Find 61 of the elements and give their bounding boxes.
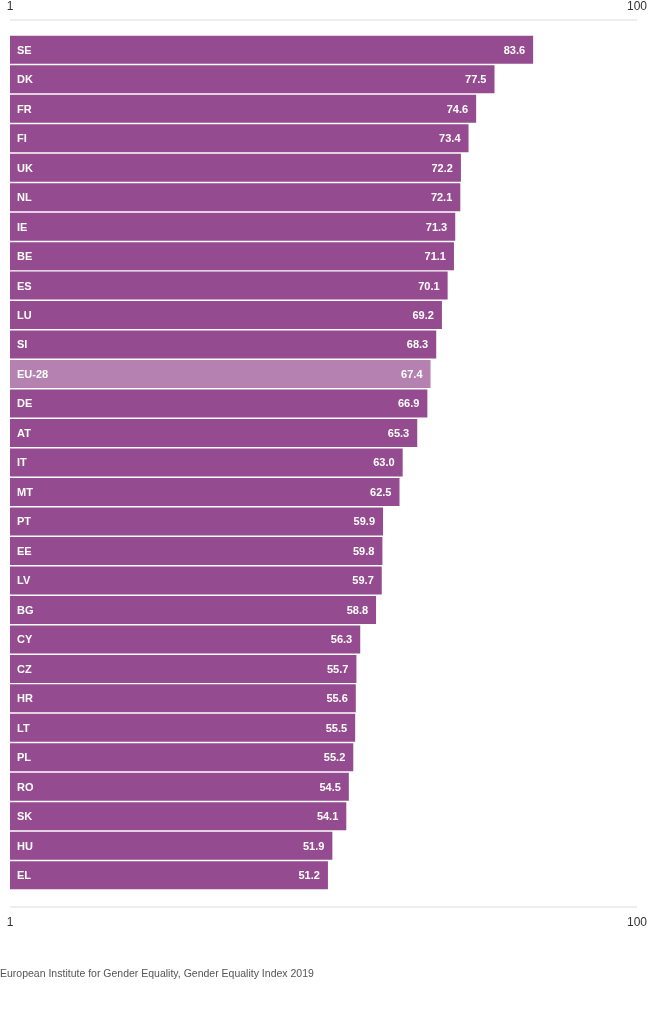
y-tick-label: HR — [17, 692, 33, 705]
data-label: 59.9 — [353, 515, 376, 528]
data-label: 51.2 — [298, 869, 320, 882]
y-tick-label: FI — [17, 132, 27, 145]
y-tick-label: AT — [17, 426, 32, 439]
y-tick-label: CY — [17, 633, 33, 646]
data-label: 70.1 — [418, 279, 440, 292]
y-tick-label: PT — [17, 515, 32, 528]
data-label: 59.7 — [352, 574, 374, 587]
data-label: 51.9 — [302, 839, 325, 852]
y-tick-label: LU — [17, 309, 32, 321]
y-tick-label: EE — [17, 544, 32, 557]
data-label: 65.3 — [387, 426, 410, 439]
data-label: 62.5 — [370, 485, 392, 498]
y-tick-label: RO — [17, 780, 34, 793]
y-tick-label: DK — [17, 73, 33, 86]
y-tick-label: MT — [17, 485, 34, 498]
text: European Institute for Gender Equality, Gender Equality Index 2019 — [0, 967, 315, 979]
y-tick-label: ES — [17, 279, 32, 292]
y-tick-label: HU — [17, 839, 33, 852]
data-label: 58.8 — [346, 603, 369, 616]
y-tick-label: LV — [17, 574, 31, 587]
y-tick-label: DE — [17, 397, 33, 410]
data-label: 73.4 — [439, 132, 462, 145]
y-tick-label: UK — [17, 161, 33, 174]
y-tick-label: SI — [17, 338, 28, 351]
data-label: 63.0 — [373, 456, 395, 469]
data-label: 56.3 — [330, 633, 353, 646]
data-label: 55.5 — [325, 721, 348, 734]
y-tick-label: SE — [17, 43, 32, 56]
y-tick-label: EL — [17, 869, 32, 882]
data-label: 68.3 — [406, 338, 429, 351]
data-label: 83.6 — [503, 43, 526, 56]
y-tick-label: PL — [17, 751, 32, 764]
data-label: 69.2 — [412, 309, 434, 321]
x2-tick-label: 1 — [6, 914, 14, 929]
data-label: 74.6 — [446, 102, 469, 115]
data-label: 77.5 — [465, 73, 487, 86]
y-tick-label: CZ — [17, 662, 32, 675]
y-tick-label: LT — [17, 721, 30, 734]
y-tick-label: EU-28 — [17, 367, 49, 380]
data-label: 54.5 — [319, 780, 341, 793]
data-label: 71.3 — [425, 220, 448, 233]
y-tick-label: IT — [17, 456, 28, 469]
data-label: 72.1 — [430, 191, 453, 204]
y-tick-label: FR — [17, 102, 32, 115]
data-label: 72.2 — [431, 161, 453, 174]
y-tick-label: BE — [17, 250, 33, 263]
y-tick-label: NL — [17, 191, 32, 204]
y-tick-label: BG — [17, 603, 34, 616]
data-label: 55.2 — [323, 751, 346, 764]
data-label: 71.1 — [424, 250, 446, 263]
x2-tick-label: 100 — [626, 914, 648, 929]
data-label: 67.4 — [401, 367, 424, 380]
y-tick-label: SK — [17, 810, 33, 823]
data-label: 54.1 — [316, 810, 339, 823]
data-label: 55.7 — [327, 662, 349, 675]
data-label: 66.9 — [397, 397, 420, 410]
data-label: 59.8 — [352, 544, 375, 557]
y-tick-label: IE — [17, 220, 28, 233]
data-label: 55.6 — [326, 692, 348, 705]
